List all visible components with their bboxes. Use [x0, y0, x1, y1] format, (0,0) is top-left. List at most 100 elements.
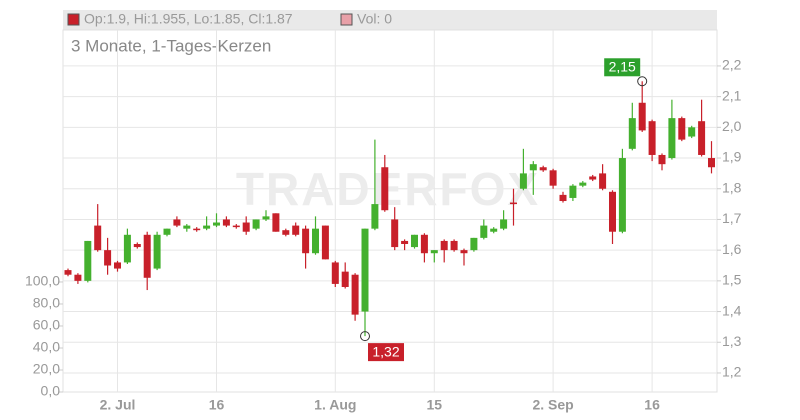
- candle-body: [480, 225, 488, 238]
- candle-body: [381, 167, 389, 211]
- legend-volume: Vol: 0: [357, 11, 392, 27]
- candle-body: [292, 225, 300, 235]
- candle-body: [232, 225, 240, 228]
- candle-body: [589, 176, 597, 180]
- candle-body: [490, 228, 498, 232]
- y-tick-label: 1,2: [722, 364, 742, 380]
- candle-body: [153, 234, 161, 269]
- candle-body: [599, 173, 607, 189]
- candle-body: [133, 244, 141, 248]
- candle-body: [618, 158, 626, 232]
- y-tick-label: 1,6: [722, 241, 742, 257]
- x-tick-label: 16: [209, 397, 225, 413]
- legend-ohlc: Op:1.9, Hi:1.955, Lo:1.85, Cl:1.87: [84, 11, 293, 27]
- candle-body: [302, 228, 310, 254]
- candle-body: [460, 250, 468, 254]
- candle-body: [519, 173, 527, 189]
- candle-body: [272, 213, 280, 232]
- header-bar: [63, 10, 717, 30]
- candle-body: [163, 228, 171, 235]
- candle-body: [282, 230, 290, 235]
- candle-body: [252, 219, 260, 229]
- candle-body: [668, 118, 676, 159]
- subtitle: 3 Monate, 1-Tages-Kerzen: [71, 36, 271, 55]
- candle-body: [678, 118, 686, 140]
- annotation-box: [368, 343, 404, 362]
- y-tick-label: 1,3: [722, 333, 742, 349]
- annotation-marker: [637, 76, 648, 87]
- candle-body: [559, 194, 567, 202]
- annotation-label: 2,15: [609, 58, 636, 74]
- candle-body: [569, 185, 577, 198]
- y-tick-label: 1,4: [722, 302, 742, 318]
- candle-body: [321, 225, 329, 260]
- annotation-label: 1,32: [372, 343, 399, 359]
- x-tick-label: 16: [644, 397, 660, 413]
- candle-body: [193, 228, 201, 231]
- candle-body: [183, 225, 191, 229]
- candle-body: [411, 234, 418, 248]
- candle-body: [262, 216, 270, 220]
- candle-body: [94, 225, 102, 251]
- candle-body: [203, 225, 211, 229]
- y2-tick-label: 100,0: [25, 273, 60, 289]
- candle-body: [658, 154, 666, 165]
- candle-body: [104, 250, 112, 266]
- candle-body: [361, 228, 369, 312]
- x-tick-label: 2. Sep: [532, 397, 573, 413]
- candle-body: [123, 234, 131, 263]
- candle-body: [609, 191, 616, 232]
- candle-body: [341, 271, 349, 287]
- candle-body: [698, 121, 706, 155]
- candle-body: [539, 167, 547, 171]
- candle-body: [430, 250, 438, 254]
- annotation-marker: [360, 331, 370, 342]
- candle-body: [351, 274, 359, 315]
- candle-body: [688, 127, 696, 137]
- y2-tick-label: 0,0: [41, 383, 61, 399]
- candle-body: [500, 219, 508, 229]
- candle-body: [401, 240, 409, 245]
- candle-body: [114, 262, 121, 269]
- candle-body: [371, 204, 379, 229]
- candle-body: [440, 240, 448, 251]
- candle-body: [510, 202, 517, 205]
- candle-body: [708, 158, 715, 168]
- y2-tick-label: 40,0: [33, 339, 60, 355]
- candle-body: [391, 219, 399, 248]
- plot-frame: [62, 29, 718, 393]
- candle-body: [420, 234, 428, 254]
- candle-body: [173, 219, 181, 226]
- candle-body: [579, 182, 587, 186]
- candle-body: [549, 170, 557, 186]
- candle-body: [331, 262, 339, 284]
- x-tick-label: 15: [427, 397, 443, 413]
- candle-body: [64, 270, 72, 275]
- candle-body: [242, 222, 250, 232]
- candle-body: [648, 121, 656, 155]
- candle-body: [74, 274, 82, 281]
- candle-body: [470, 237, 478, 251]
- candle-body: [628, 118, 636, 149]
- x-tick-label: 1. Aug: [314, 397, 356, 413]
- candle-body: [143, 234, 151, 278]
- candle-body: [222, 219, 230, 226]
- x-tick-label: 2. Jul: [100, 397, 136, 413]
- candle-body: [450, 240, 458, 251]
- candle-body: [213, 222, 220, 226]
- y2-tick-label: 20,0: [33, 361, 60, 377]
- y-tick-label: 1,9: [722, 149, 742, 165]
- legend-swatch: [67, 13, 80, 26]
- y-tick-label: 1,8: [722, 179, 742, 195]
- y-tick-label: 2,0: [722, 118, 742, 134]
- y2-tick-label: 80,0: [33, 295, 60, 311]
- y-tick-label: 2,1: [722, 87, 742, 103]
- y-tick-label: 1,5: [722, 272, 742, 288]
- y-tick-label: 2,2: [722, 57, 742, 73]
- candle-body: [529, 164, 537, 171]
- candle-body: [84, 240, 92, 281]
- y-tick-label: 1,7: [722, 210, 742, 226]
- candle-body: [638, 102, 646, 131]
- annotation-box: [604, 58, 641, 77]
